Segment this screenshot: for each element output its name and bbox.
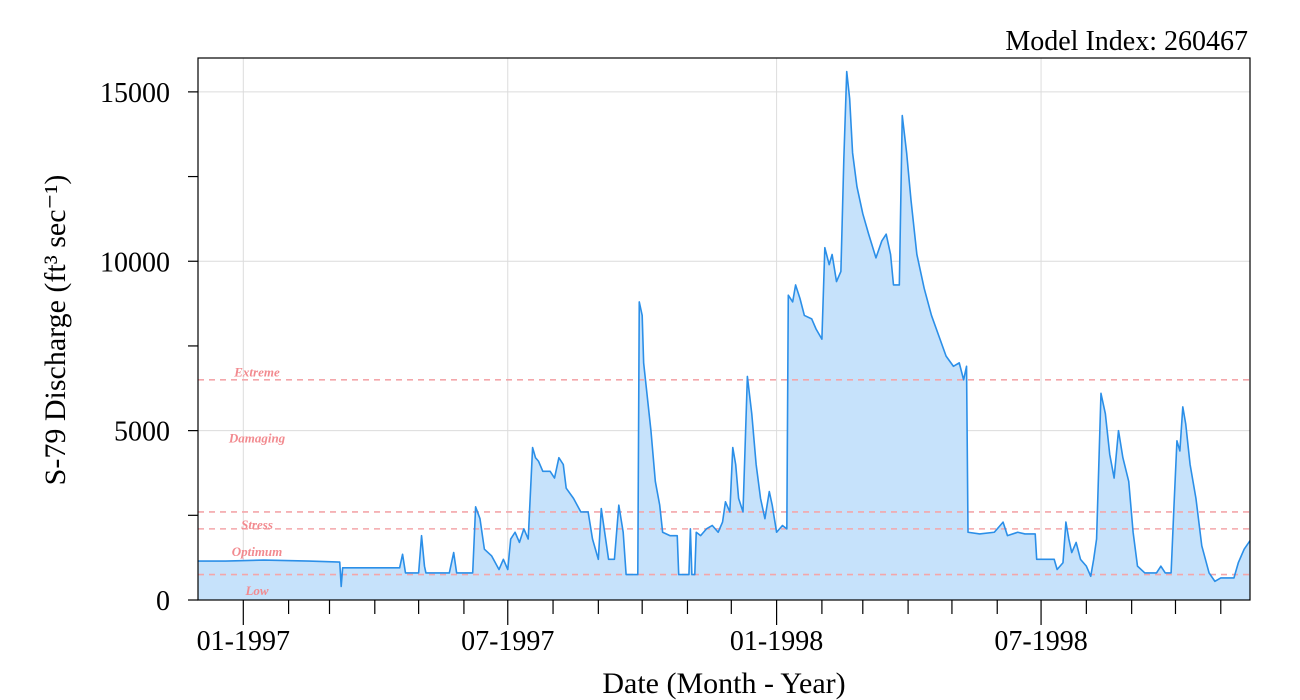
model-index-label: Model Index: 260467 xyxy=(1005,26,1248,57)
x-tick-label: 01-1997 xyxy=(197,626,290,657)
x-tick-label: 07-1998 xyxy=(994,626,1087,657)
y-tick-label: 5000 xyxy=(114,417,170,448)
threshold-label-extreme: Extreme xyxy=(233,364,280,379)
y-axis-label: S-79 Discharge (ft³ sec⁻¹) xyxy=(39,175,72,486)
discharge-area-fill xyxy=(198,71,1250,601)
x-tick-label: 07-1997 xyxy=(461,626,554,657)
threshold-label-low: Low xyxy=(244,583,268,598)
discharge-series-line xyxy=(198,70,1251,588)
y-tick-label: 10000 xyxy=(100,247,170,278)
threshold-label-damaging: Damaging xyxy=(228,430,286,445)
threshold-labels: Extreme Damaging Stress Optimum Low xyxy=(228,364,286,597)
y-tick-label: 0 xyxy=(156,586,170,617)
axes: 0 5000 10000 15000 01-1997 07-1997 01-1998 07-1… xyxy=(100,78,1222,657)
plot-frame xyxy=(197,57,1251,601)
y-tick-label: 15000 xyxy=(100,78,170,109)
x-tick-label: 01-1998 xyxy=(730,626,823,657)
threshold-label-optimum: Optimum xyxy=(232,544,283,559)
x-axis-label: Date (Month - Year) xyxy=(602,667,845,700)
threshold-label-stress: Stress xyxy=(241,517,273,532)
